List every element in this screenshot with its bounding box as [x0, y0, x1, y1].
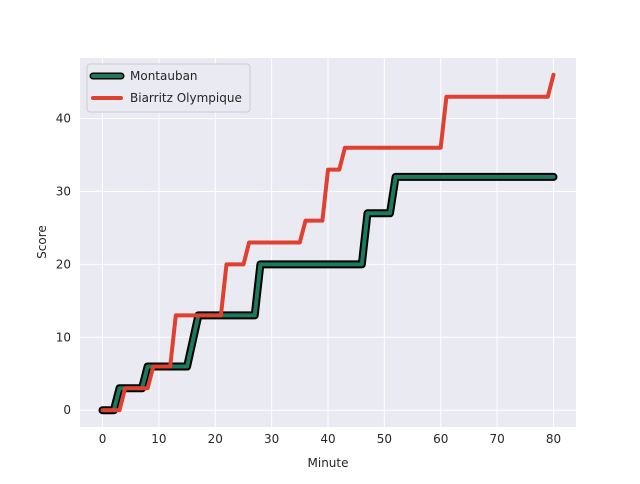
- legend-label-montauban: Montauban: [130, 69, 198, 83]
- legend-label-biarritz: Biarritz Olympique: [130, 91, 242, 105]
- y-tick-label: 40: [56, 112, 71, 126]
- x-tick-label: 20: [208, 432, 223, 446]
- x-tick-label: 40: [320, 432, 335, 446]
- y-tick-label: 20: [56, 257, 71, 271]
- y-tick-label: 10: [56, 330, 71, 344]
- x-axis-label: Minute: [308, 456, 349, 470]
- legend: Montauban Biarritz Olympique: [87, 64, 250, 112]
- x-tick-label: 30: [264, 432, 279, 446]
- x-tick-label: 60: [433, 432, 448, 446]
- y-axis-label: Score: [35, 225, 49, 259]
- x-tick-label: 0: [99, 432, 107, 446]
- x-tick-label: 70: [489, 432, 504, 446]
- x-tick-label: 50: [377, 432, 392, 446]
- y-tick-label: 0: [63, 403, 71, 417]
- x-tick-label: 80: [546, 432, 561, 446]
- y-tick-label: 30: [56, 184, 71, 198]
- x-tick-label: 10: [151, 432, 166, 446]
